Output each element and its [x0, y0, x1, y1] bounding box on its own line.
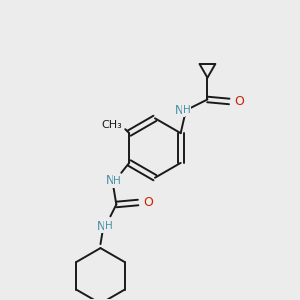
Text: N: N	[175, 104, 184, 117]
Text: O: O	[234, 95, 244, 108]
Text: N: N	[106, 174, 115, 187]
Text: H: H	[113, 176, 121, 186]
Text: N: N	[97, 220, 106, 233]
Text: H: H	[183, 105, 190, 116]
Text: CH₃: CH₃	[101, 120, 122, 130]
Text: H: H	[104, 221, 112, 231]
Text: O: O	[143, 196, 153, 209]
